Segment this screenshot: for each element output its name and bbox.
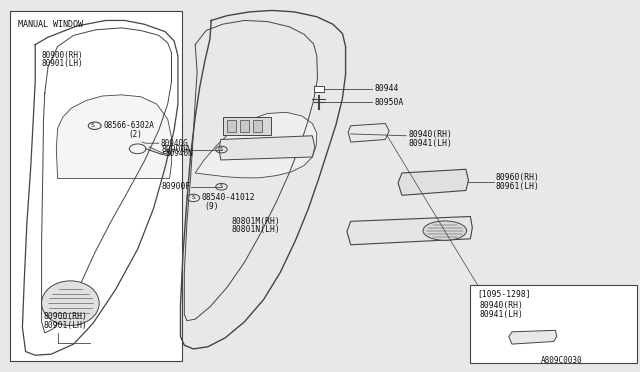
Text: 08566-6302A: 08566-6302A xyxy=(104,121,154,130)
Text: 80900F: 80900F xyxy=(161,182,191,191)
Polygon shape xyxy=(348,124,389,142)
Text: 80801M(RH): 80801M(RH) xyxy=(232,217,280,226)
Bar xyxy=(227,120,236,132)
Text: S: S xyxy=(220,147,223,152)
Bar xyxy=(240,120,249,132)
Text: 80960(RH): 80960(RH) xyxy=(496,173,540,182)
Bar xyxy=(470,285,637,363)
Text: S: S xyxy=(220,184,223,189)
Text: 80940G: 80940G xyxy=(161,139,188,148)
Bar xyxy=(10,11,182,361)
Polygon shape xyxy=(219,136,315,160)
Polygon shape xyxy=(398,169,468,195)
Polygon shape xyxy=(347,217,472,245)
Text: 80940(RH): 80940(RH) xyxy=(480,301,524,310)
Text: 80901(LH): 80901(LH) xyxy=(42,60,83,68)
Polygon shape xyxy=(195,112,317,178)
Polygon shape xyxy=(56,95,172,179)
Text: A809C0030: A809C0030 xyxy=(541,356,582,365)
Text: MANUAL WINDOW: MANUAL WINDOW xyxy=(18,20,83,29)
Polygon shape xyxy=(509,330,557,344)
Text: 80940(RH): 80940(RH) xyxy=(408,130,452,139)
Text: 80944: 80944 xyxy=(374,84,399,93)
Text: S: S xyxy=(191,195,195,201)
Text: 80961(LH): 80961(LH) xyxy=(496,182,540,191)
Text: 80941(LH): 80941(LH) xyxy=(480,310,524,319)
Text: 08540-41012: 08540-41012 xyxy=(202,193,255,202)
Text: 80801N(LH): 80801N(LH) xyxy=(232,225,280,234)
Text: [1095-1298]: [1095-1298] xyxy=(477,289,531,298)
Text: (9): (9) xyxy=(205,202,220,211)
Text: 80941(LH): 80941(LH) xyxy=(408,139,452,148)
Text: 80900A: 80900A xyxy=(161,145,191,154)
Text: 80900(RH): 80900(RH) xyxy=(44,312,88,321)
Text: 80950A: 80950A xyxy=(374,98,404,107)
Bar xyxy=(253,120,262,132)
Text: S: S xyxy=(90,123,94,128)
Text: 80940N: 80940N xyxy=(165,149,193,158)
Text: 80900(RH): 80900(RH) xyxy=(42,51,83,60)
Ellipse shape xyxy=(42,281,99,326)
Bar xyxy=(223,117,271,135)
Bar xyxy=(314,86,324,92)
Text: (2): (2) xyxy=(128,130,142,139)
Ellipse shape xyxy=(423,221,467,240)
Text: 80901(LH): 80901(LH) xyxy=(44,321,88,330)
